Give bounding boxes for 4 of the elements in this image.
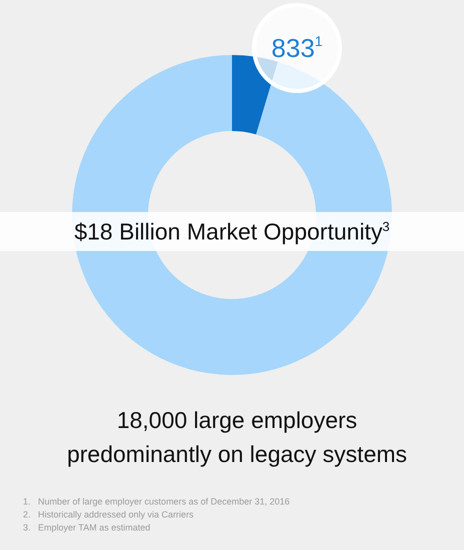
text: 18,000 large employers predominantly on legacy systems (66, 407, 408, 467)
text: 2. Historically addressed only via Carriers (23, 510, 194, 520)
text: 1. Number of large employer customers as of December 31, 2016 (23, 496, 290, 506)
text: 3. Employer TAM as estimated (23, 522, 150, 532)
